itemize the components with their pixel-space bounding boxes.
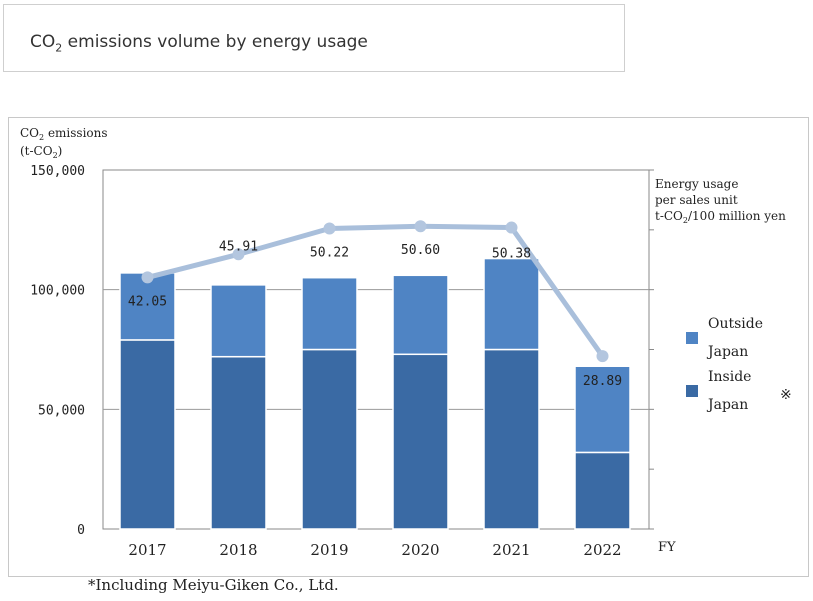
- bar-outside-japan: [483, 257, 540, 351]
- line-data-label: 42.05: [128, 294, 167, 309]
- x-tick-label: 2021: [492, 541, 530, 559]
- line-data-label: 28.89: [583, 374, 622, 389]
- legend-label-line2: Japan: [706, 397, 748, 413]
- title-prefix: CO: [30, 32, 56, 52]
- bar-inside-japan: [301, 348, 358, 530]
- bar-outside-japan: [210, 284, 267, 358]
- energy-usage-point: [414, 220, 427, 233]
- legend-label-line1: Outside: [708, 316, 763, 332]
- x-tick-label: 2018: [219, 541, 257, 559]
- legend-label-line1: Inside: [708, 369, 751, 385]
- y-tick-label: 0: [77, 523, 85, 538]
- x-tick-label: 2019: [310, 541, 348, 559]
- y-axis-label-line1: CO2 emissions: [20, 126, 108, 142]
- bar-outside-japan: [301, 276, 358, 351]
- right-axis-label-line2: per sales unit: [655, 193, 738, 207]
- bar-outside-japan: [392, 274, 449, 356]
- line-data-label: 45.91: [219, 239, 258, 254]
- x-axis-label: FY: [658, 540, 676, 555]
- line-data-label: 50.22: [310, 246, 349, 261]
- right-axis-label-line1: Energy usage: [655, 177, 738, 191]
- line-data-label: 50.60: [401, 243, 440, 258]
- energy-usage-line: [146, 223, 605, 358]
- energy-usage-point: [596, 350, 609, 363]
- legend-note-mark: ※: [780, 387, 792, 403]
- title-suffix: emissions volume by energy usage: [62, 32, 368, 52]
- bar-inside-japan: [119, 339, 176, 530]
- legend-swatch: [686, 385, 698, 397]
- energy-usage-point: [505, 221, 518, 234]
- y-tick-label: 150,000: [30, 164, 85, 179]
- plot-area: [102, 169, 650, 530]
- energy-usage-point: [323, 222, 336, 235]
- y-axis-label-line2: (t-CO2): [20, 144, 62, 160]
- line-data-label: 50.38: [492, 247, 531, 262]
- energy-usage-point: [141, 271, 154, 284]
- page-title: CO2 emissions volume by energy usage: [30, 32, 368, 54]
- footnote: *Including Meiyu-Giken Co., Ltd.: [88, 576, 339, 594]
- x-tick-label: 2022: [583, 541, 621, 559]
- y-tick-label: 50,000: [38, 403, 85, 418]
- y-tick-label: 100,000: [30, 284, 85, 299]
- legend-label-line2: Japan: [706, 344, 748, 360]
- right-axis-label-line3: t-CO2/100 million yen: [655, 209, 786, 225]
- bar-inside-japan: [574, 451, 631, 530]
- legend-swatch: [686, 332, 698, 344]
- bar-outside-japan: [574, 365, 631, 454]
- bar-inside-japan: [392, 353, 449, 530]
- x-tick-label: 2017: [128, 541, 166, 559]
- bar-outside-japan: [119, 272, 176, 341]
- bar-inside-japan: [483, 348, 540, 530]
- x-tick-label: 2020: [401, 541, 439, 559]
- bar-inside-japan: [210, 355, 267, 530]
- header-box: CO2 emissions volume by energy usage: [3, 4, 625, 72]
- title-subscript: 2: [55, 41, 63, 55]
- energy-usage-point: [232, 248, 245, 261]
